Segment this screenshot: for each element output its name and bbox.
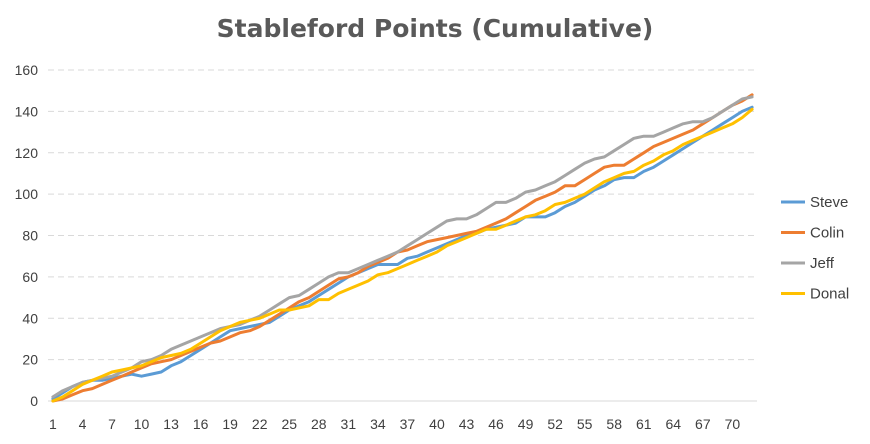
- x-tick-label: 1: [49, 416, 57, 432]
- x-tick-label: 49: [518, 416, 534, 432]
- legend-label: Steve: [810, 194, 848, 211]
- x-tick-label: 52: [547, 416, 563, 432]
- x-tick-label: 55: [577, 416, 593, 432]
- x-tick-label: 58: [606, 416, 622, 432]
- y-tick-label: 80: [22, 228, 38, 244]
- x-tick-label: 4: [79, 416, 87, 432]
- x-tick-label: 25: [281, 416, 297, 432]
- gridlines: [48, 69, 757, 361]
- x-tick-label: 7: [108, 416, 116, 432]
- x-tick-label: 37: [400, 416, 416, 432]
- x-tick-label: 34: [370, 416, 386, 432]
- x-tick-label: 43: [459, 416, 475, 432]
- series-line-donal: [51, 107, 754, 403]
- y-tick-label: 40: [22, 310, 38, 326]
- x-axis: 1 4 7 10 13 16 19 22 25 28 31 34 37 40 43 46 49 52 55 58 61 6…: [48, 400, 757, 432]
- x-tick-label: 13: [163, 416, 179, 432]
- series-line-jeff: [51, 95, 754, 399]
- y-tick-label: 20: [22, 352, 38, 368]
- y-tick-label: 120: [15, 145, 39, 161]
- x-tick-label: 22: [252, 416, 268, 432]
- series-line-colin: [51, 93, 754, 403]
- x-tick-label: 10: [134, 416, 150, 432]
- y-tick-label: 140: [15, 103, 39, 119]
- x-tick-label: 31: [341, 416, 357, 432]
- series-lines: [51, 93, 754, 403]
- x-tick-label: 64: [666, 416, 682, 432]
- legend-label: Jeff: [810, 255, 835, 272]
- y-tick-label: 60: [22, 269, 38, 285]
- series-line-steve: [51, 105, 754, 401]
- y-tick-label: 0: [30, 393, 38, 409]
- y-tick-label: 160: [15, 62, 39, 78]
- x-tick-label: 16: [193, 416, 209, 432]
- x-tick-label: 67: [695, 416, 711, 432]
- x-tick-label: 61: [636, 416, 652, 432]
- x-tick-label: 46: [488, 416, 504, 432]
- chart-title: Stableford Points (Cumulative): [216, 14, 654, 43]
- legend-label: Donal: [810, 286, 849, 303]
- legend: Steve Colin Jeff Donal: [781, 194, 849, 303]
- y-tick-label: 100: [15, 186, 39, 202]
- x-tick-label: 28: [311, 416, 327, 432]
- legend-label: Colin: [810, 225, 844, 242]
- x-tick-label: 70: [725, 416, 741, 432]
- x-tick-label: 19: [222, 416, 238, 432]
- x-tick-label: 40: [429, 416, 445, 432]
- y-axis: 0 20 40 60 80 100 120 140 160: [15, 62, 39, 409]
